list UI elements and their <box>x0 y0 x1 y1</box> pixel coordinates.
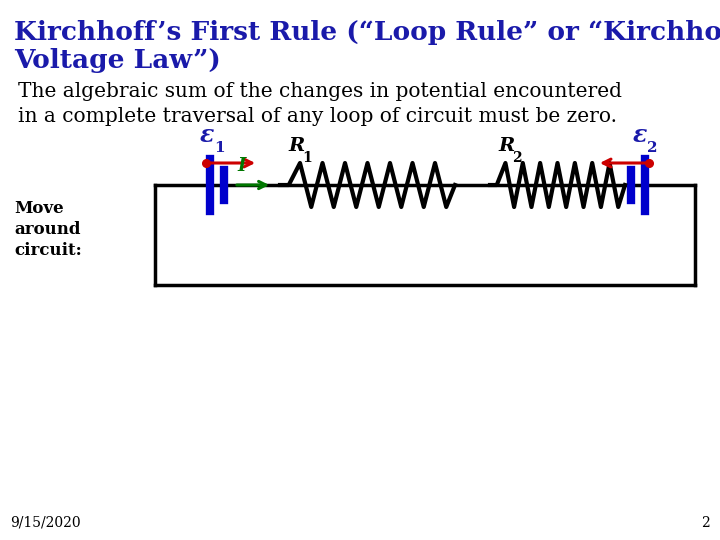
Text: 9/15/2020: 9/15/2020 <box>10 516 81 530</box>
Text: Kirchhoff’s First Rule (“Loop Rule” or “Kirchhoff’s: Kirchhoff’s First Rule (“Loop Rule” or “… <box>14 20 720 45</box>
Text: 2: 2 <box>512 151 521 165</box>
Text: ε: ε <box>633 123 647 147</box>
Text: Move
around
circuit:: Move around circuit: <box>14 200 82 259</box>
Text: 1: 1 <box>214 141 225 155</box>
Text: 2: 2 <box>647 141 657 155</box>
Text: I: I <box>237 157 246 175</box>
Text: 1: 1 <box>302 151 312 165</box>
Text: ε: ε <box>200 123 215 147</box>
Text: 2: 2 <box>701 516 710 530</box>
Text: R: R <box>288 137 305 155</box>
Text: R: R <box>498 137 514 155</box>
Text: Voltage Law”): Voltage Law”) <box>14 48 221 73</box>
Text: The algebraic sum of the changes in potential encountered
in a complete traversa: The algebraic sum of the changes in pote… <box>18 82 622 126</box>
